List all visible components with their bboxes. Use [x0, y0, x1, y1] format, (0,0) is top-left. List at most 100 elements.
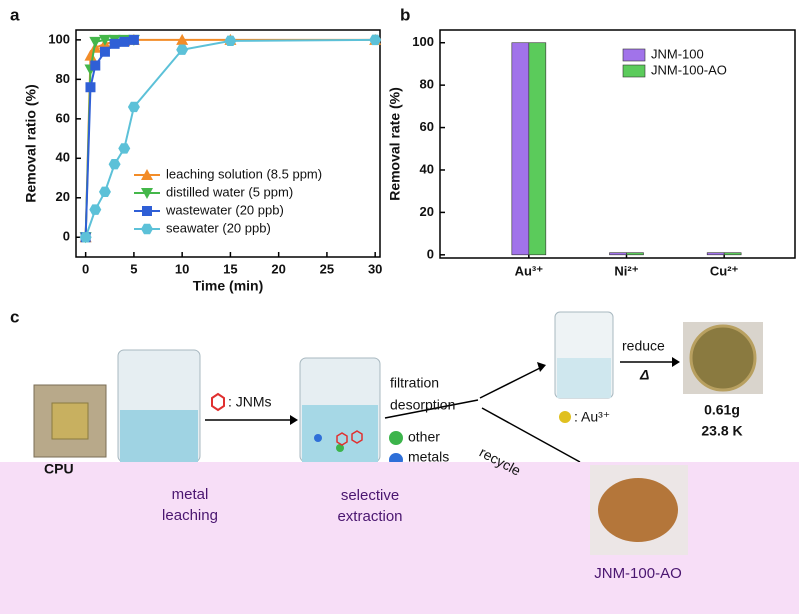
- marker: [369, 34, 382, 46]
- y-tick-label: 100: [412, 34, 434, 49]
- bar: [723, 252, 742, 256]
- x-tick-label: 5: [130, 261, 137, 276]
- label: CPU: [44, 461, 74, 477]
- x-axis-title: Time (min): [193, 278, 264, 294]
- legend-label: JNM-100: [651, 46, 704, 61]
- legend-dot: [389, 431, 403, 445]
- legend-label: distilled water (5 ppm): [166, 184, 293, 199]
- legend-dot: [559, 411, 571, 423]
- legend-label: seawater (20 ppb): [166, 220, 271, 235]
- y-tick-label: 80: [56, 71, 70, 86]
- cpu-core: [51, 402, 89, 440]
- x-tick-label: Cu²⁺: [710, 263, 739, 278]
- arrow: [481, 407, 581, 463]
- panel-label: b: [400, 5, 410, 24]
- label: reduce: [622, 338, 665, 354]
- label: : Au³⁺: [574, 409, 610, 425]
- y-tick-label: 0: [427, 246, 434, 261]
- bar: [609, 252, 627, 256]
- jnm-icon: [336, 432, 348, 446]
- marker: [224, 35, 237, 47]
- diagram: [0, 311, 799, 614]
- panel-label: c: [10, 307, 19, 326]
- legend-swatch: [622, 48, 646, 62]
- arrowhead: [537, 362, 546, 372]
- y-tick-label: 60: [56, 110, 70, 125]
- x-tick-label: 10: [175, 261, 189, 276]
- label: filtration: [390, 375, 439, 391]
- label: leaching: [162, 507, 218, 524]
- bar: [626, 252, 644, 256]
- y-tick-label: 40: [56, 150, 70, 165]
- bar: [511, 42, 530, 256]
- beaker-liquid: [557, 358, 611, 398]
- y-axis-title: Removal rate (%): [387, 87, 403, 201]
- y-tick-label: 60: [420, 119, 434, 134]
- marker: [85, 82, 96, 93]
- jnm-icon: [351, 430, 363, 444]
- y-tick-label: 80: [420, 77, 434, 92]
- bar: [528, 42, 547, 256]
- arrowhead: [672, 357, 680, 367]
- x-tick-label: 20: [271, 261, 285, 276]
- x-tick-label: 30: [368, 261, 382, 276]
- legend-label: JNM-100-AO: [651, 62, 727, 77]
- marker: [89, 204, 102, 215]
- label: Δ: [639, 367, 649, 383]
- marker: [141, 223, 153, 235]
- marker: [108, 159, 121, 170]
- marker: [79, 232, 92, 243]
- y-tick-label: 0: [63, 229, 70, 244]
- x-tick-label: Ni²⁺: [614, 263, 638, 278]
- legend-swatch: [622, 64, 646, 78]
- legend-label: wastewater (20 ppb): [165, 202, 284, 217]
- label: extraction: [337, 508, 402, 525]
- marker: [142, 206, 152, 216]
- marker: [99, 46, 110, 57]
- marker: [109, 38, 120, 49]
- bar: [706, 252, 725, 256]
- marker: [89, 36, 102, 48]
- x-tick-label: 15: [223, 261, 237, 276]
- particle: [336, 444, 344, 452]
- label: selective: [341, 487, 399, 504]
- y-axis-title: Removal ratio (%): [23, 84, 39, 202]
- arrowhead: [290, 415, 298, 425]
- marker: [98, 186, 111, 198]
- label: metal: [172, 486, 209, 503]
- marker: [176, 33, 189, 45]
- arrow: [479, 367, 541, 399]
- x-tick-label: 0: [82, 261, 89, 276]
- y-tick-label: 100: [48, 31, 70, 46]
- x-tick-label: 25: [320, 261, 334, 276]
- marker: [141, 169, 153, 180]
- label: metals: [408, 449, 449, 465]
- y-tick-label: 40: [420, 161, 434, 176]
- panel-label: a: [10, 5, 20, 24]
- legend-label: leaching solution (8.5 ppm): [166, 166, 322, 181]
- label: desorption: [390, 397, 455, 413]
- label: other: [408, 429, 440, 445]
- x-tick-label: Au³⁺: [515, 263, 544, 278]
- label: 0.61g: [704, 402, 740, 418]
- marker: [98, 34, 111, 46]
- marker: [127, 101, 140, 113]
- plot-frame: [75, 29, 381, 258]
- marker: [176, 44, 189, 55]
- gold-disc: [689, 324, 757, 392]
- plot-frame: [439, 29, 796, 259]
- marker: [141, 188, 153, 199]
- jnm-icon: [211, 392, 225, 412]
- label: : JNMs: [228, 394, 272, 410]
- y-tick-label: 20: [56, 189, 70, 204]
- label: 23.8 K: [701, 423, 742, 439]
- marker: [128, 34, 139, 45]
- arrow: [384, 399, 479, 419]
- marker: [119, 36, 130, 47]
- beaker-liquid: [120, 410, 198, 462]
- y-tick-label: 20: [420, 204, 434, 219]
- label: JNM-100-AO: [594, 565, 682, 582]
- marker: [90, 60, 101, 71]
- marker: [118, 143, 131, 154]
